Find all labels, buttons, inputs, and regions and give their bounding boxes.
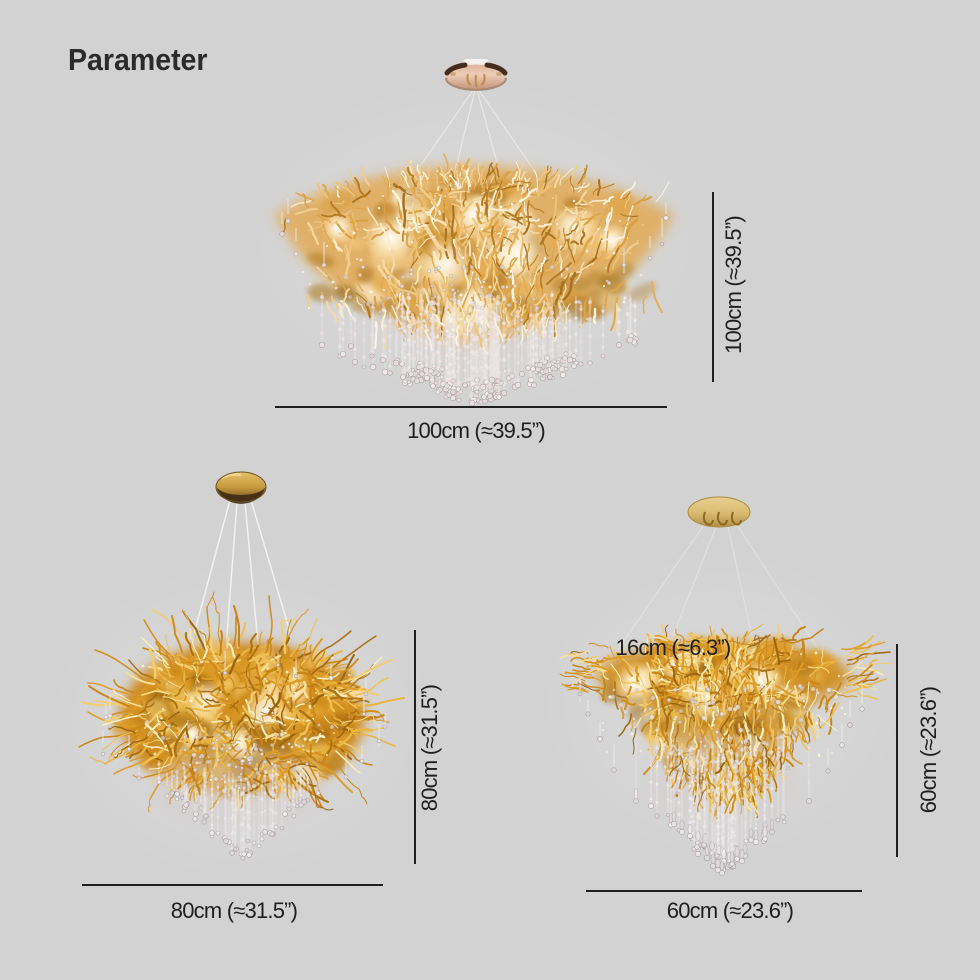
svg-text:80cm (≈31.5”): 80cm (≈31.5”): [417, 685, 442, 811]
svg-text:60cm (≈23.6”): 60cm (≈23.6”): [667, 898, 793, 923]
svg-text:100cm (≈39.5”): 100cm (≈39.5”): [407, 418, 545, 443]
svg-text:80cm (≈31.5”): 80cm (≈31.5”): [171, 898, 297, 923]
svg-text:60cm (≈23.6”): 60cm (≈23.6”): [916, 687, 941, 813]
svg-text:100cm (≈39.5”): 100cm (≈39.5”): [721, 216, 746, 354]
svg-text:16cm (≈6.3”): 16cm (≈6.3”): [616, 635, 731, 660]
